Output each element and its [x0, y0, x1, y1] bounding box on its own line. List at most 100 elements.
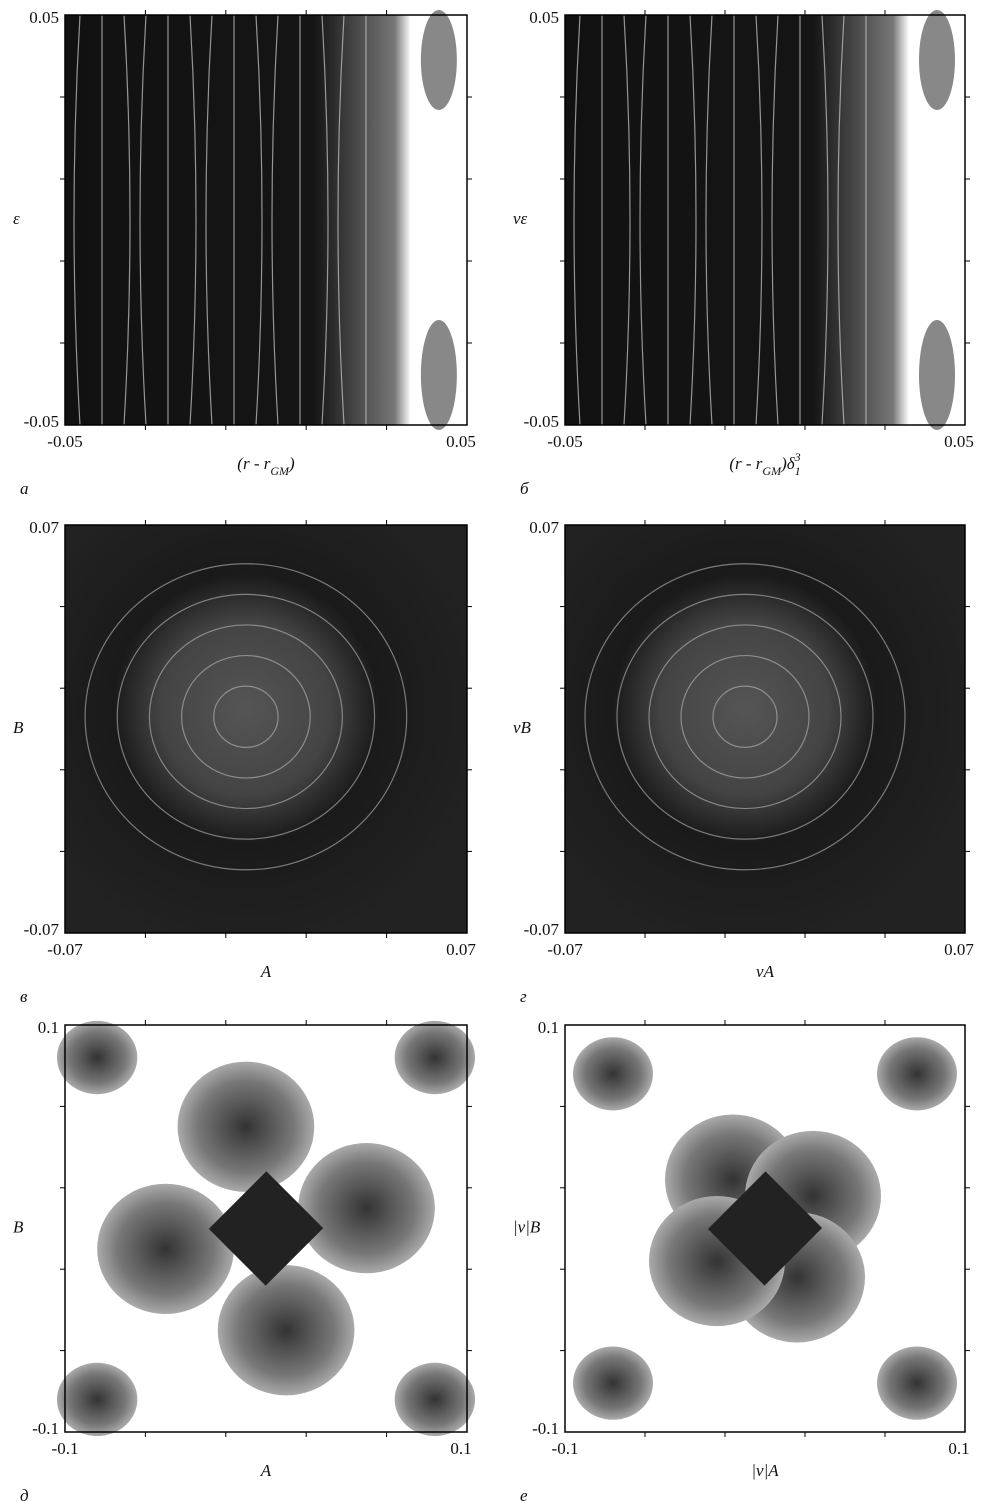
y-axis-label: B	[13, 1217, 24, 1236]
x-axis-label: (r - rGM)δ13	[729, 450, 800, 478]
x-min-label: -0.05	[547, 432, 582, 451]
panel: 0.07 -0.07 B -0.07 0.07 Aв	[13, 518, 476, 1006]
blob	[177, 1061, 315, 1192]
contour	[712, 685, 778, 748]
blob	[394, 1362, 476, 1437]
streak	[755, 14, 763, 426]
y-min-label: -0.05	[524, 412, 559, 431]
blob	[919, 10, 955, 110]
y-axis-label: |ν|B	[513, 1217, 541, 1236]
blob	[573, 1037, 653, 1111]
y-axis-label: ε	[13, 209, 20, 228]
streak	[123, 14, 131, 426]
blob	[56, 1362, 138, 1437]
y-min-label: -0.07	[24, 920, 60, 939]
density-plot	[565, 525, 965, 933]
x-max-label: 0.1	[450, 1439, 471, 1458]
y-axis-label: νε	[513, 209, 528, 228]
x-axis-label: |ν|A	[751, 1461, 779, 1480]
panel: 0.07 -0.07 νB -0.07 0.07 νA г	[513, 518, 974, 1006]
blob	[56, 1020, 138, 1095]
streak	[689, 14, 697, 426]
blob	[573, 1346, 653, 1420]
streak	[821, 14, 829, 426]
plot-frame	[64, 1024, 468, 1433]
y-axis-label: B	[13, 718, 24, 737]
blob	[877, 1346, 957, 1420]
contour	[180, 654, 311, 779]
label-part: (r - r	[729, 454, 762, 473]
streak	[337, 14, 345, 426]
y-max-label: 0.1	[38, 1018, 59, 1037]
x-max-label: 0.05	[944, 432, 974, 451]
x-min-label: -0.07	[547, 940, 583, 959]
plot-frame	[564, 524, 966, 934]
contour	[648, 624, 842, 810]
label-part: 1	[795, 464, 801, 478]
contour	[616, 593, 874, 840]
contour	[84, 563, 408, 871]
y-max-label: 0.07	[29, 518, 59, 537]
x-max-label: 0.1	[948, 1439, 969, 1458]
streak	[321, 14, 329, 426]
x-min-label: -0.07	[47, 940, 83, 959]
y-max-label: 0.07	[529, 518, 559, 537]
plot-frame	[564, 14, 966, 426]
blob	[298, 1143, 435, 1274]
label-part: GM	[270, 464, 290, 478]
panel-letter: а	[20, 479, 29, 498]
x-axis-label: A	[260, 1461, 272, 1480]
streak	[573, 14, 581, 426]
blob	[394, 1020, 476, 1095]
contour	[584, 563, 906, 871]
blob	[97, 1183, 234, 1314]
density-plot	[65, 15, 467, 425]
core	[707, 1171, 823, 1286]
x-axis-label: A	[260, 962, 272, 981]
density-plot	[565, 15, 965, 425]
y-max-label: 0.05	[529, 8, 559, 27]
x-axis-label: (r - rGM)	[237, 454, 295, 478]
y-max-label: 0.05	[29, 8, 59, 27]
y-max-label: 0.1	[538, 1018, 559, 1037]
label-part: )δ	[780, 454, 796, 473]
streak	[771, 14, 779, 426]
plot-frame	[64, 524, 468, 934]
streak	[271, 14, 279, 426]
y-min-label: -0.05	[24, 412, 59, 431]
panel: 0.05 -0.05 νε -0.05 0.05 (r - rGM)δ13 б	[513, 8, 974, 498]
panel-letter: в	[20, 987, 28, 1006]
panel-letter: б	[520, 479, 529, 498]
streak	[205, 14, 213, 426]
streak	[623, 14, 631, 426]
x-max-label: 0.07	[446, 940, 476, 959]
contour	[213, 685, 279, 748]
plot-frame	[564, 1024, 966, 1433]
x-min-label: -0.1	[52, 1439, 79, 1458]
core	[208, 1171, 324, 1286]
label-part: (r - r	[237, 454, 270, 473]
streak	[705, 14, 713, 426]
label-part: |ν|A	[751, 1461, 779, 1480]
x-min-label: -0.1	[552, 1439, 579, 1458]
y-min-label: -0.07	[524, 920, 560, 939]
label-part: νA	[756, 962, 775, 981]
panel-letter: д	[20, 1486, 29, 1501]
streak	[255, 14, 263, 426]
label-part: GM	[762, 464, 782, 478]
label-part: )	[288, 454, 295, 473]
blob	[877, 1037, 957, 1111]
panel: 0.05 -0.05 ε -0.05 0.05 (r - rGM) а	[13, 8, 476, 498]
panel-letter: е	[520, 1486, 528, 1501]
contour	[680, 654, 810, 779]
label-part: A	[260, 1461, 272, 1480]
y-min-label: -0.1	[532, 1419, 559, 1438]
streak	[73, 14, 81, 426]
streak	[189, 14, 197, 426]
panel-letter: г	[520, 987, 527, 1006]
label-part: 3	[794, 450, 801, 464]
plot-frame	[64, 14, 468, 426]
panel: 0.1 -0.1 |ν|B -0.1 0.1 |ν|A е	[513, 1018, 970, 1501]
panel: 0.1 -0.1 B -0.1 0.1 Aд	[13, 1018, 476, 1501]
